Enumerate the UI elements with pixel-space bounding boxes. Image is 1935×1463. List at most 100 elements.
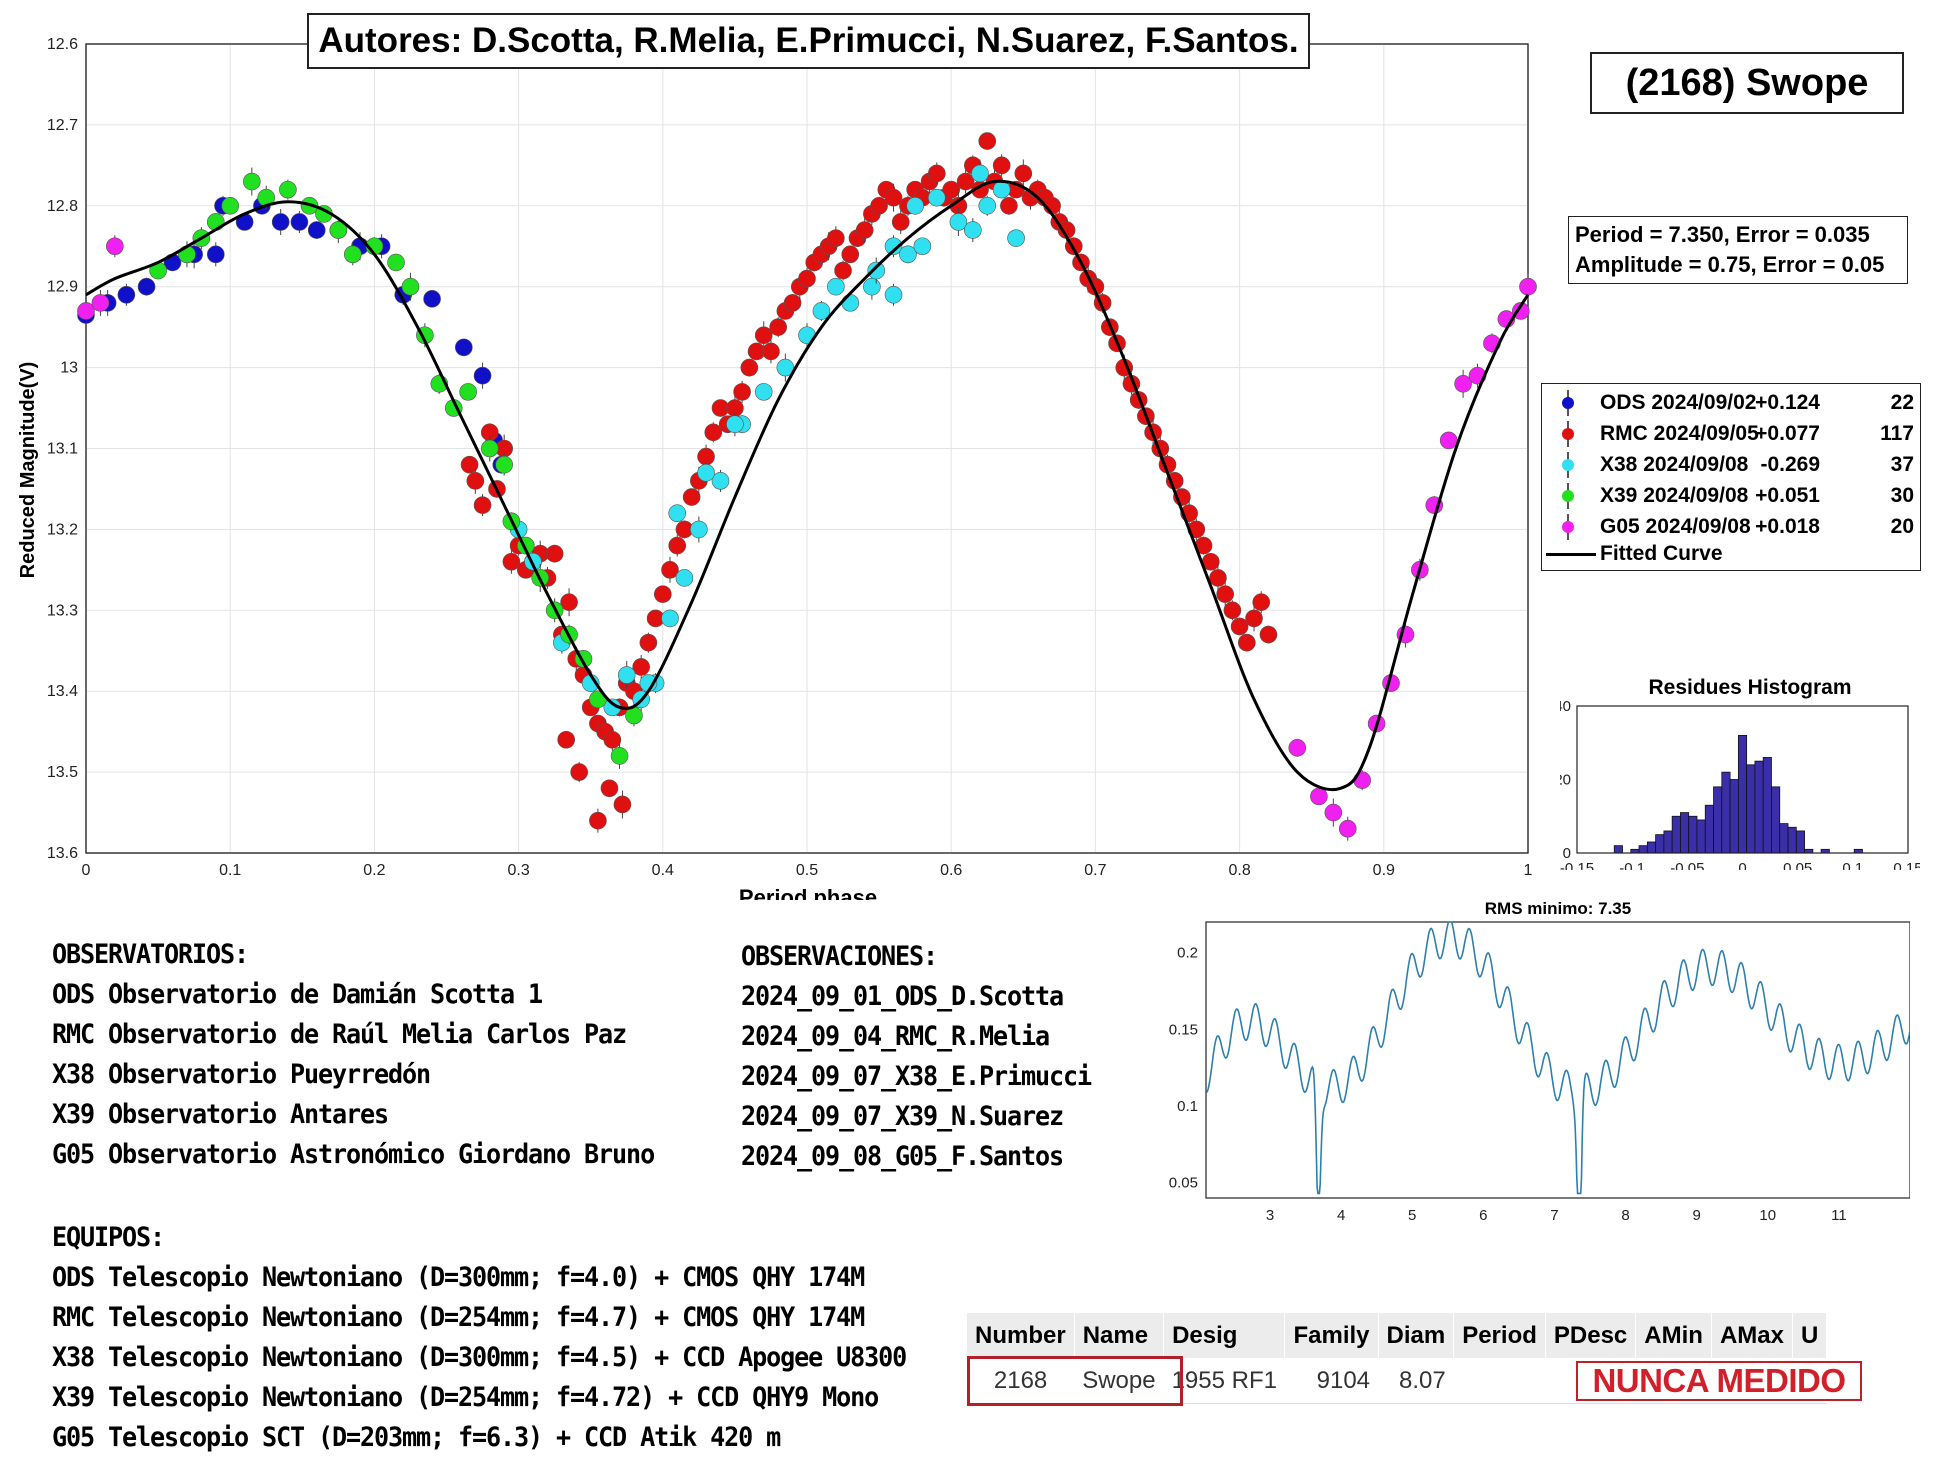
observaciones-title: OBSERVACIONES: <box>741 941 938 972</box>
x-tick-label: 0.5 <box>796 862 818 879</box>
histogram-x-tick: 0.1 <box>1842 860 1863 870</box>
legend-item: X38 2024/09/08 -0.269 37 <box>1542 450 1920 480</box>
rms-y-tick: 0.1 <box>1177 1098 1198 1115</box>
histogram-bar <box>1737 735 1748 854</box>
data-point <box>473 366 492 385</box>
data-point <box>899 245 917 264</box>
histogram-frame <box>1576 705 1909 854</box>
data-point <box>1209 569 1227 587</box>
data-point <box>613 795 632 814</box>
legend-item: RMC 2024/09/05 +0.077 117 <box>1542 419 1920 449</box>
histogram-bar <box>1646 841 1657 854</box>
data-point <box>762 342 780 361</box>
x-tick-label: 0.2 <box>363 862 385 879</box>
y-tick-label: 12.6 <box>47 36 78 53</box>
highlight-number-name <box>967 1356 1183 1406</box>
y-tick-label: 13.4 <box>47 683 78 700</box>
rms-x-tick: 6 <box>1479 1207 1487 1220</box>
data-point <box>891 213 910 231</box>
histogram-axes: -0.15 -0.1 -0.05 0 0.05 0.1 0.15 0 20 40 <box>1560 698 1920 870</box>
histogram-x-tick: 0.15 <box>1893 860 1920 870</box>
data-point <box>1014 164 1033 183</box>
legend-count: 37 <box>1890 453 1914 476</box>
table-cell <box>1792 1358 1827 1404</box>
observatorios-block: OBSERVATORIOS: ODS Observatorio de Damiá… <box>52 935 655 1175</box>
histogram-bars <box>1577 706 1908 854</box>
legend-offset: +0.077 <box>1755 422 1820 445</box>
rms-x-tick: 11 <box>1831 1207 1847 1220</box>
histogram-bar <box>1746 764 1756 854</box>
data-point <box>423 290 441 308</box>
rms-y-tick: 0.2 <box>1177 945 1198 962</box>
legend-series-name: RMC 2024/09/05 <box>1600 422 1759 445</box>
histogram-bar <box>1613 845 1623 854</box>
data-point <box>949 213 968 231</box>
data-point <box>942 180 961 199</box>
histogram-bar <box>1638 845 1648 854</box>
y-tick-label: 13.5 <box>47 764 78 781</box>
data-point <box>279 180 297 199</box>
y-axis-label: Reduced Magnitude(V) <box>17 362 39 579</box>
data-point <box>459 383 477 401</box>
histogram-bar <box>1754 760 1764 854</box>
legend-item-curve: Fitted Curve <box>1542 539 1920 569</box>
equipo-line: G05 Telescopio SCT (D=203mm; f=6.3) + CC… <box>52 1422 781 1453</box>
data-point <box>343 245 362 264</box>
data-point <box>697 463 715 482</box>
data-point <box>639 633 658 652</box>
table-cell: 2168 <box>967 1358 1075 1404</box>
rms-periodogram: RMS minimo: 7.35 3 4 5 6 7 8 9 10 11 0.05 0.1 0.15 0… <box>1169 899 1910 1220</box>
legend-item: G05 2024/09/08 +0.018 20 <box>1542 512 1920 542</box>
rms-axes: 3 4 5 6 7 8 9 10 11 0.05 0.1 0.15 0.2 <box>1169 921 1910 1220</box>
y-tick-label: 13 <box>60 360 78 377</box>
data-point <box>906 197 924 215</box>
table-header: Number <box>967 1313 1075 1358</box>
table-cell <box>1635 1358 1712 1404</box>
table-cell: 1955 RF1 <box>1163 1358 1285 1404</box>
data-point <box>137 277 156 296</box>
data-point <box>884 285 903 304</box>
histogram-bar <box>1721 771 1731 854</box>
table-header: AMax <box>1711 1313 1793 1358</box>
y-tick-label: 13.6 <box>47 845 78 862</box>
data-point <box>290 213 309 231</box>
asteroid-table: Number Name Desig Family Diam Period PDe… <box>967 1313 1828 1404</box>
rms-x-tick: 10 <box>1759 1207 1776 1220</box>
data-point <box>1223 601 1242 620</box>
data-point <box>557 730 575 749</box>
object-title: (2168) Swope <box>1590 52 1904 114</box>
data-point <box>307 221 326 239</box>
x-tick-label: 1 <box>1524 862 1533 879</box>
table-header: AMin <box>1635 1313 1712 1358</box>
x-tick-label: 0.4 <box>652 862 674 879</box>
data-point <box>106 237 124 256</box>
histogram-bar <box>1729 779 1739 854</box>
x-tick-label: 0.3 <box>507 862 529 879</box>
data-point <box>733 383 751 401</box>
histogram-y-tick: 20 <box>1560 772 1571 789</box>
data-point <box>754 326 773 345</box>
table-header-row: Number Name Desig Family Diam Period PDe… <box>967 1313 1828 1358</box>
observatorio-line: RMC Observatorio de Raúl Melia Carlos Pa… <box>52 1019 627 1050</box>
data-point <box>570 763 588 781</box>
data-point <box>668 504 687 523</box>
histogram-bar <box>1680 812 1690 854</box>
histogram-y-tick: 0 <box>1563 845 1571 862</box>
data-point <box>1288 739 1307 757</box>
lightcurve-chart: 0 0.1 0.2 0.3 0.4 0.5 0.6 0.7 0.8 0.9 1 12.6 12.7 12.… <box>17 36 1537 900</box>
data-point <box>1007 229 1025 247</box>
data-point <box>1216 585 1234 603</box>
data-point <box>653 585 672 603</box>
data-point <box>1324 803 1343 822</box>
legend-series-name: ODS 2024/09/02 <box>1600 391 1757 414</box>
histogram-title: Residues Histogram <box>1648 676 1851 699</box>
table-header: Diam <box>1378 1313 1455 1358</box>
observacion-line: 2024_09_01_ODS_D.Scotta <box>741 981 1064 1012</box>
data-point <box>855 221 874 239</box>
data-point <box>545 544 564 563</box>
histogram-y-tick: 40 <box>1560 698 1571 715</box>
histogram-bar <box>1771 786 1781 854</box>
observatorios-title: OBSERVATORIOS: <box>52 939 249 970</box>
fit-parameters: Period = 7.350, Error = 0.035 Amplitude … <box>1568 216 1908 284</box>
table-header: Family <box>1284 1313 1379 1358</box>
